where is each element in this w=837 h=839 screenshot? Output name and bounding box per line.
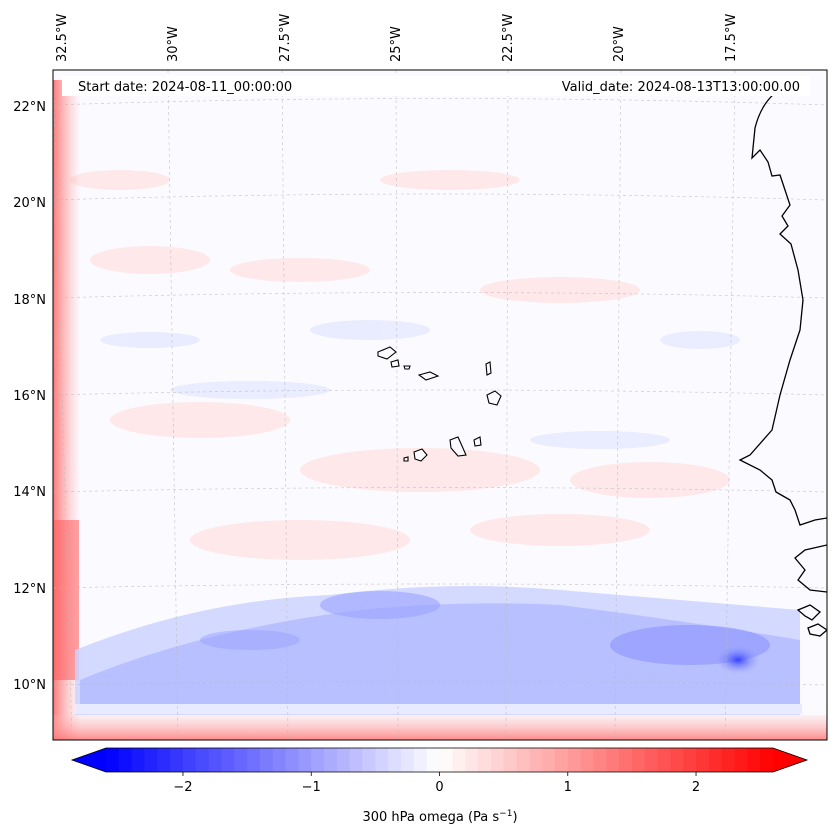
header-strip: [62, 76, 810, 96]
colorbar-cell: [606, 748, 620, 772]
colorbar-cell: [580, 748, 594, 772]
colorbar-cell: [747, 748, 761, 772]
colorbar-cell: [490, 748, 505, 772]
colorbar-cell: [106, 748, 120, 772]
lat-label: 20°N: [13, 196, 46, 211]
colorbar-tick-label: 2: [692, 780, 700, 795]
colorbar-low-extend: [72, 748, 106, 772]
colorbar-cell: [619, 748, 633, 772]
colorbar-cell: [131, 748, 145, 772]
colorbar-cell: [118, 748, 133, 772]
valid-date-label: Valid_date: 2024-08-13T13:00:00.00: [562, 80, 800, 95]
colorbar-cell: [388, 748, 402, 772]
colorbar-cell: [683, 748, 697, 772]
colorbar-cell: [721, 748, 736, 772]
colorbar-tick-label: −1: [302, 780, 321, 795]
colorbar-cell: [413, 748, 428, 772]
colorbar-cell: [349, 748, 364, 772]
lat-label: 10°N: [13, 678, 46, 693]
colorbar-cell: [554, 748, 569, 772]
colorbar-cell: [272, 748, 287, 772]
colorbar-cell: [734, 748, 748, 772]
colorbar-cell: [670, 748, 684, 772]
colorbar-cell: [208, 748, 222, 772]
colorbar-cell: [324, 748, 338, 772]
coastline: [738, 87, 827, 637]
colorbar-cells: [106, 748, 774, 772]
colorbar-ticks: −2 −1 0 1 2: [173, 772, 700, 795]
latitude-labels: 22°N 20°N 18°N 16°N 14°N 12°N 10°N: [13, 100, 46, 693]
lat-label: 14°N: [13, 485, 46, 500]
colorbar-cell: [311, 748, 325, 772]
lon-label: 22.5°W: [501, 14, 516, 62]
lon-label: 17.5°W: [724, 14, 739, 62]
lon-label: 25°W: [389, 26, 404, 62]
colorbar-cell: [170, 748, 184, 772]
start-date-label: Start date: 2024-08-11_00:00:00: [78, 80, 292, 95]
colorbar-cell: [477, 748, 492, 772]
cape-verde-islands: [377, 346, 502, 462]
colorbar-tick-label: 0: [435, 780, 443, 795]
lon-label: 30°W: [166, 26, 181, 62]
colorbar: −2 −1 0 1 2 300 hPa omega (Pa s−1): [70, 747, 809, 825]
colorbar-tick-label: 1: [564, 780, 572, 795]
colorbar-outline: [70, 747, 809, 773]
lon-label: 20°W: [612, 26, 627, 62]
colorbar-cell: [182, 748, 197, 772]
colorbar-cell: [375, 748, 389, 772]
colorbar-cell: [760, 748, 774, 772]
longitude-labels: 32.5°W 30°W 27.5°W 25°W 22.5°W 20°W 17.5…: [55, 14, 739, 62]
colorbar-cell: [426, 748, 440, 772]
colorbar-cell: [298, 748, 312, 772]
lat-label: 18°N: [13, 293, 46, 308]
colorbar-cell: [221, 748, 235, 772]
omega-field: [53, 70, 827, 740]
colorbar-cell: [708, 748, 723, 772]
lat-label: 12°N: [13, 582, 46, 597]
colorbar-cell: [234, 748, 248, 772]
colorbar-cell: [465, 748, 479, 772]
colorbar-cell: [336, 748, 351, 772]
colorbar-cell: [542, 748, 556, 772]
colorbar-high-extend: [773, 748, 807, 772]
colorbar-cell: [516, 748, 530, 772]
colorbar-cell: [644, 748, 659, 772]
colorbar-cell: [567, 748, 582, 772]
colorbar-cell: [157, 748, 171, 772]
lon-label: 32.5°W: [55, 14, 70, 62]
colorbar-cell: [452, 748, 466, 772]
colorbar-label: 300 hPa omega (Pa s−1): [362, 809, 517, 825]
colorbar-cell: [285, 748, 299, 772]
colorbar-cell: [439, 748, 453, 772]
colorbar-cell: [401, 748, 415, 772]
colorbar-cell: [631, 748, 646, 772]
colorbar-tick-label: −2: [173, 780, 192, 795]
map-frame: [52, 69, 828, 741]
colorbar-cell: [259, 748, 274, 772]
lat-label: 22°N: [13, 100, 46, 115]
colorbar-cell: [195, 748, 210, 772]
colorbar-cell: [696, 748, 710, 772]
lon-label: 27.5°W: [278, 14, 293, 62]
colorbar-cell: [362, 748, 376, 772]
colorbar-cell: [144, 748, 158, 772]
colorbar-cell: [503, 748, 517, 772]
colorbar-cell: [247, 748, 261, 772]
colorbar-cell: [593, 748, 607, 772]
colorbar-cell: [529, 748, 543, 772]
lat-label: 16°N: [13, 389, 46, 404]
colorbar-cell: [657, 748, 671, 772]
